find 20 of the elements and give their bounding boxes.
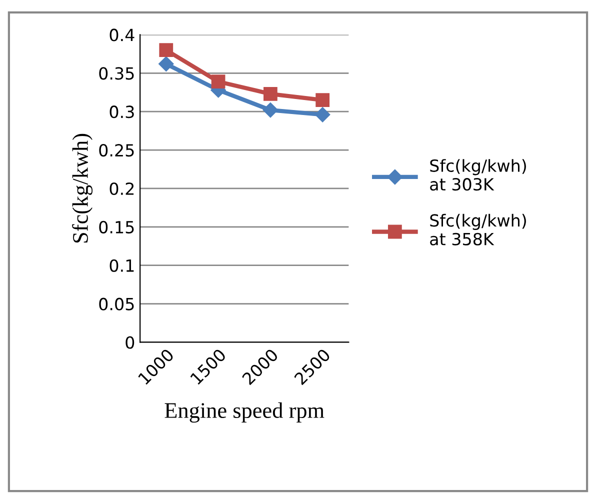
legend-label: Sfc(kg/kwh) at 303K (430, 159, 526, 191)
point (262, 102, 278, 118)
point (263, 86, 278, 101)
y-tick-label: 0.3 (110, 106, 134, 118)
y-tick-label: 0.35 (99, 67, 134, 80)
point (158, 56, 174, 72)
x-axis-title: Engine speed rpm (164, 402, 324, 423)
y-tick-label: 0.4 (110, 28, 134, 42)
y-tick-label: 0.15 (99, 220, 134, 234)
point (315, 107, 330, 122)
point (211, 74, 226, 89)
point (316, 93, 330, 108)
point (159, 43, 174, 58)
y-tick-label: 0 (126, 336, 134, 349)
y-axis-title: Sfc(kg/kwh) (72, 134, 93, 243)
y-tick-label: 0.2 (110, 182, 134, 196)
y-tick-label: 0.05 (99, 298, 134, 310)
y-tick-label: 0.25 (99, 144, 134, 157)
y-tick-label: 0.1 (110, 259, 134, 272)
legend-label: Sfc(kg/kwh) at 358K (430, 214, 526, 246)
